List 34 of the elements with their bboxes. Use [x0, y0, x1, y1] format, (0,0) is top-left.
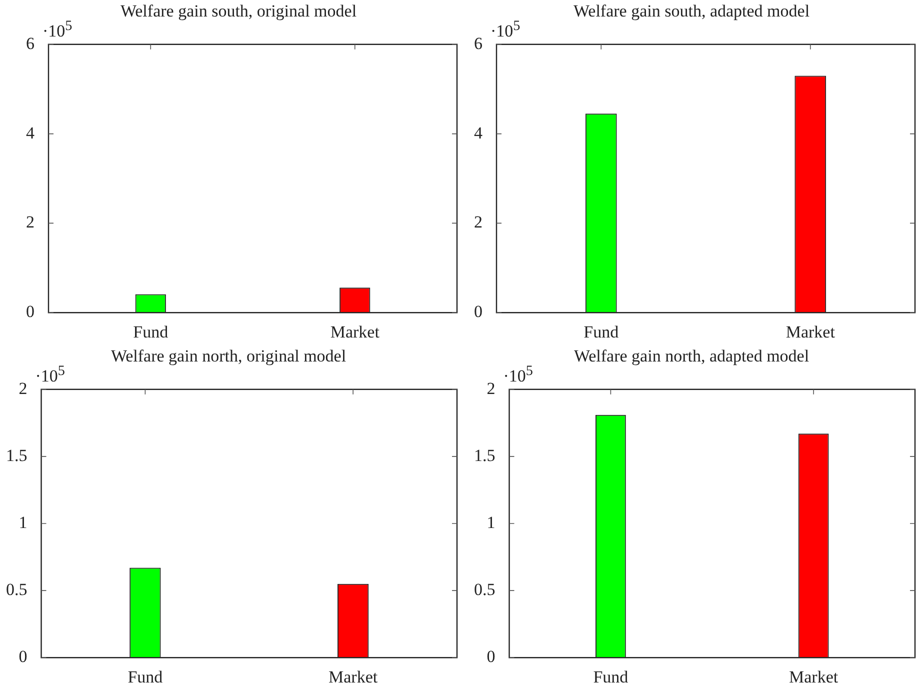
x-tick-label: Market [330, 322, 380, 342]
text: ·10$^{5}$ [503, 363, 533, 388]
y-tick-label: 2 [26, 212, 34, 232]
x-tick-label: Market [328, 667, 378, 686]
x-tick-label: Fund [584, 322, 620, 342]
x-tick-label: Market [786, 322, 836, 342]
y-tick-label: 0 [474, 302, 482, 322]
y-tick-label: 0.5 [474, 580, 496, 600]
chart-title: Welfare gain south, original model [120, 2, 357, 21]
y-tick-label: 1.5 [474, 446, 496, 465]
y-tick-label: 0.5 [6, 580, 28, 600]
y-tick-label: 4 [474, 123, 483, 142]
y-tick-label: 1 [486, 512, 496, 532]
y-tick-label: 2 [18, 378, 28, 398]
chart-title: Welfare gain south, adapted model [573, 2, 810, 21]
y-tick-label: 6 [26, 34, 34, 53]
y-tick-label: 4 [26, 123, 35, 142]
x-tick-label: Fund [128, 667, 164, 686]
text: ·10$^{5}$ [42, 18, 72, 42]
y-tick-label: 1.5 [6, 446, 28, 465]
x-tick-label: Fund [133, 322, 169, 342]
text: ·10$^{5}$ [35, 363, 65, 388]
x-tick-label: Market [789, 667, 838, 686]
y-tick-label: 6 [474, 34, 482, 53]
y-tick-label: 0 [26, 302, 34, 322]
y-tick-label: 2 [474, 212, 482, 232]
chart-title: Welfare gain north, adapted model [574, 346, 810, 366]
y-tick-label: 1 [18, 512, 28, 532]
y-tick-label: 0 [486, 647, 496, 666]
x-tick-label: Fund [593, 667, 629, 686]
y-tick-label: 0 [18, 647, 28, 666]
y-tick-label: 2 [486, 378, 496, 398]
chart-title: Welfare gain north, original model [110, 346, 346, 366]
text: ·10$^{5}$ [490, 18, 520, 42]
